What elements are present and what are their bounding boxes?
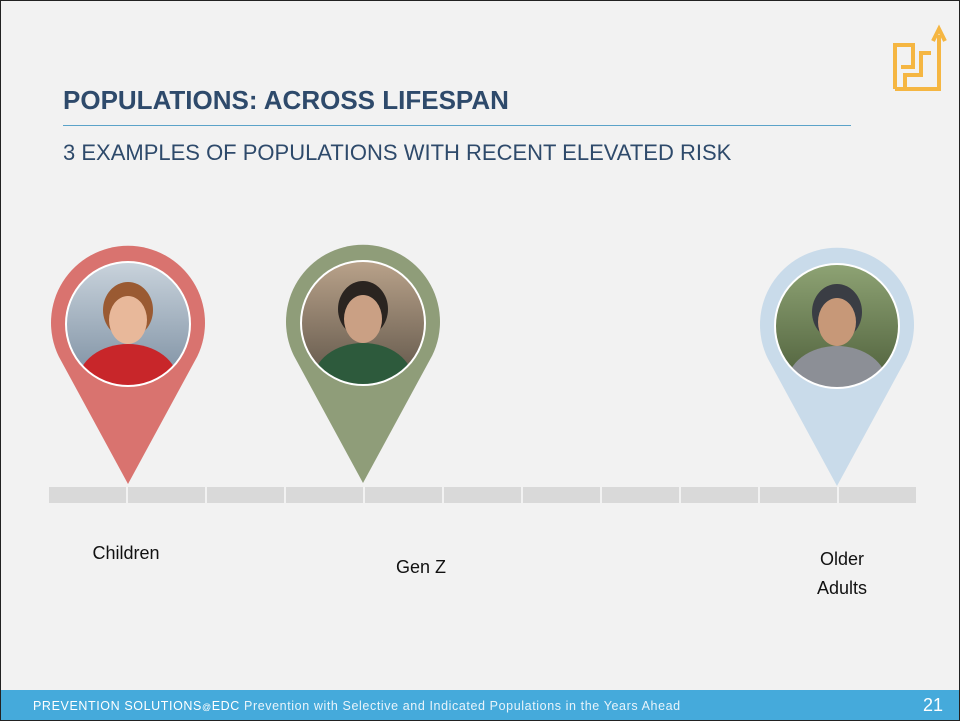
timeline-segment: [49, 487, 126, 503]
photo-face: [344, 295, 382, 343]
footer-brand: PREVENTION SOLUTIONS: [33, 699, 202, 713]
footer-org: EDC: [211, 699, 240, 713]
photo-body: [78, 344, 178, 386]
photo-frame: [300, 260, 426, 386]
pin: [51, 245, 206, 484]
pin: [286, 244, 440, 483]
timeline-segment: [128, 487, 205, 503]
footer-at: @: [201, 702, 212, 712]
timeline-segment: [681, 487, 758, 503]
pins: [51, 244, 914, 486]
timeline-segment: [523, 487, 600, 503]
slide-title: POPULATIONS: ACROSS LIFESPAN: [63, 85, 509, 115]
pin-label: Children: [92, 543, 160, 563]
timeline-segment: [602, 487, 679, 503]
slide-subtitle: 3 EXAMPLES OF POPULATIONS WITH RECENT EL…: [63, 140, 732, 165]
timeline-segment: [444, 487, 521, 503]
photo: [66, 262, 190, 386]
footer: PREVENTION SOLUTIONS@EDC Prevention with…: [1, 690, 959, 720]
photo-face: [818, 298, 856, 346]
photo-face: [109, 296, 147, 344]
photo: [301, 261, 425, 385]
timeline: [49, 487, 916, 503]
photo-body: [313, 343, 413, 385]
photo-frame: [774, 263, 900, 389]
pin: [760, 247, 914, 486]
timeline-segment: [760, 487, 837, 503]
photo-frame: [65, 261, 191, 387]
pin-label: Gen Z: [395, 557, 447, 577]
timeline-segment: [839, 487, 916, 503]
timeline-segment: [286, 487, 363, 503]
logo: [893, 24, 947, 91]
pin-label: Older Adults: [816, 549, 868, 598]
footer-text: PREVENTION SOLUTIONS@EDC Prevention with…: [33, 699, 681, 713]
timeline-segment: [207, 487, 284, 503]
photo: [775, 264, 899, 388]
photo-body: [787, 346, 887, 388]
title-rule: [63, 125, 851, 126]
footer-desc: Prevention with Selective and Indicated …: [244, 699, 681, 713]
page-number: 21: [922, 695, 943, 715]
timeline-segment: [365, 487, 442, 503]
